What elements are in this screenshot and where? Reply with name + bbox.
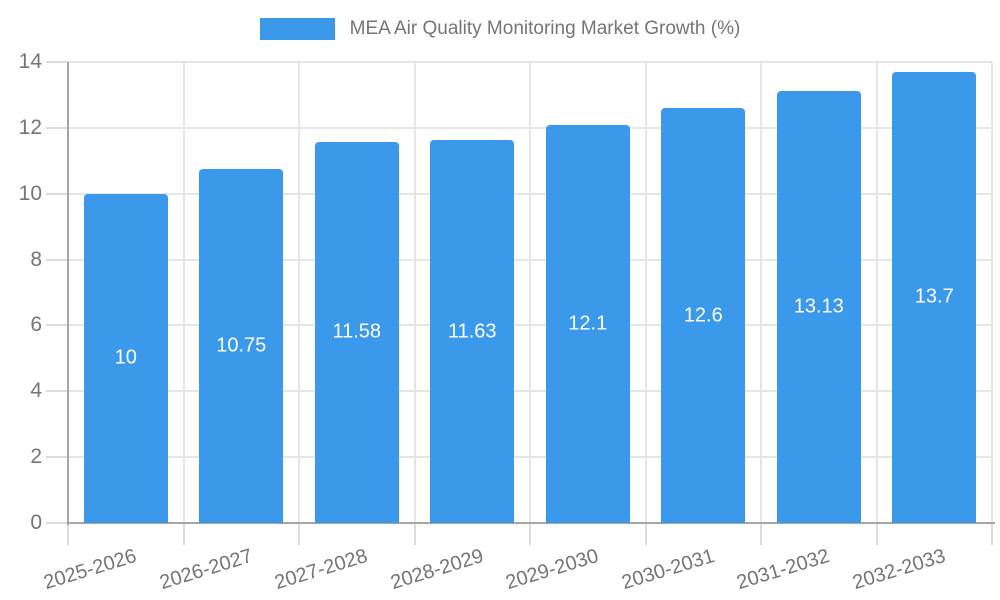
y-axis-tick (46, 258, 68, 261)
v-gridline (529, 62, 531, 523)
x-axis-tick (991, 523, 993, 545)
y-axis-label: 8 (30, 247, 42, 271)
v-gridline (991, 62, 993, 523)
bar (83, 193, 168, 523)
x-axis-tick (760, 523, 762, 545)
x-axis-label: 2027-2028 (272, 545, 371, 595)
y-axis-label: 10 (18, 181, 42, 205)
x-axis-tick (644, 523, 647, 545)
y-axis-tick (46, 192, 68, 195)
y-axis-label: 4 (30, 379, 42, 403)
x-axis-tick (413, 523, 416, 545)
bar (776, 90, 861, 523)
y-axis-tick (46, 324, 68, 327)
y-axis-label: 0 (30, 511, 42, 534)
y-axis-label: 2 (30, 445, 42, 469)
x-axis-tick (529, 523, 531, 545)
v-gridline (413, 62, 416, 523)
y-axis-tick (46, 61, 68, 63)
bar-value-label: 12.6 (683, 304, 723, 327)
y-axis-label: 14 (18, 50, 42, 73)
x-axis-tick (67, 523, 69, 545)
x-axis-label: 2028-2029 (387, 545, 486, 595)
x-axis-label: 2032-2033 (849, 545, 948, 595)
bar-value-label: 12.1 (568, 312, 608, 335)
v-gridline (875, 62, 878, 523)
bar (545, 124, 630, 523)
bar (892, 71, 977, 523)
x-axis-tick (298, 523, 300, 545)
bar-value-label: 13.7 (914, 285, 954, 308)
x-axis-tick (182, 523, 185, 545)
v-gridline (298, 62, 300, 523)
bar-value-label: 10 (114, 346, 137, 369)
v-gridline (182, 62, 185, 523)
x-axis-label: 2026-2027 (156, 545, 255, 595)
bar-value-label: 11.63 (447, 320, 497, 343)
x-axis-label: 2029-2030 (503, 545, 602, 595)
legend: MEA Air Quality Monitoring Market Growth… (0, 18, 1000, 40)
bar-value-label: 11.58 (332, 320, 382, 343)
y-axis-line (67, 62, 69, 525)
x-axis-label: 2030-2031 (618, 545, 717, 595)
x-axis-tick (875, 523, 878, 545)
y-axis-tick (46, 456, 68, 459)
y-axis-tick (46, 390, 68, 393)
bar (199, 169, 284, 523)
legend-swatch (259, 18, 335, 40)
x-axis-label: 2031-2032 (734, 545, 833, 595)
chart-title: MEA Air Quality Monitoring Market Growth… (349, 18, 741, 39)
y-axis-tick (46, 522, 68, 524)
x-axis-line (67, 522, 995, 524)
x-axis-label: 2025-2026 (41, 545, 140, 595)
y-axis-tick (46, 126, 68, 129)
bar-value-label: 10.75 (216, 334, 267, 357)
y-axis-label: 12 (18, 115, 42, 139)
bar (314, 141, 399, 523)
y-axis-label: 6 (30, 313, 42, 337)
v-gridline (644, 62, 647, 523)
bar (661, 108, 746, 523)
v-gridline (760, 62, 762, 523)
bar-value-label: 13.13 (793, 295, 844, 318)
bar (430, 140, 515, 523)
